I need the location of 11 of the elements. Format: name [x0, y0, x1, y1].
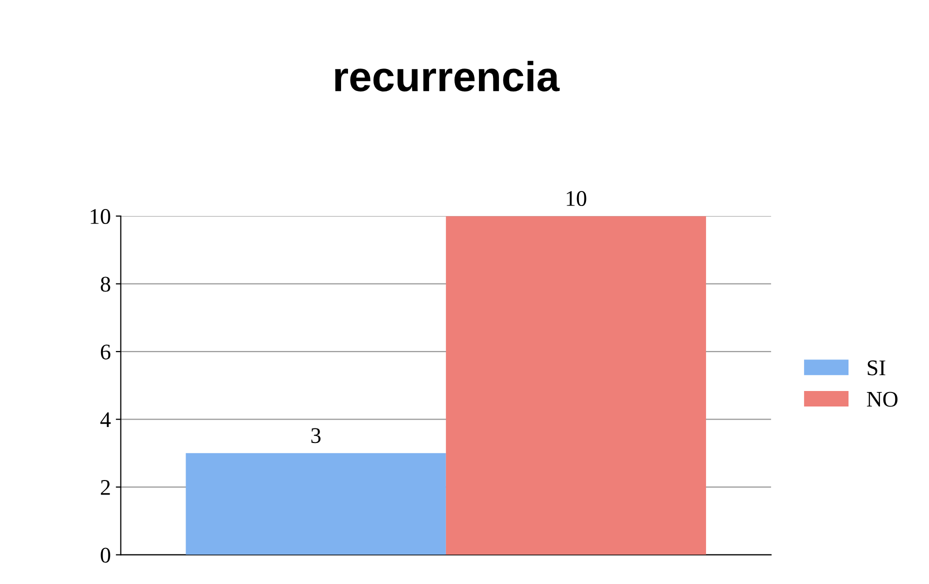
- data-label: 3: [311, 428, 321, 444]
- y-tick-label: 6: [100, 344, 110, 360]
- legend-label: SI: [868, 360, 886, 376]
- y-tick-label: 0: [100, 548, 110, 563]
- y-tick-label: 10: [90, 209, 110, 224]
- legend-label: NO: [866, 392, 898, 407]
- y-tick-label: 2: [100, 480, 110, 495]
- y-tick-label: 4: [100, 412, 111, 428]
- chart-title: recurrencia: [335, 60, 560, 92]
- data-label: 10: [566, 191, 586, 206]
- y-tick-label: 8: [100, 276, 110, 292]
